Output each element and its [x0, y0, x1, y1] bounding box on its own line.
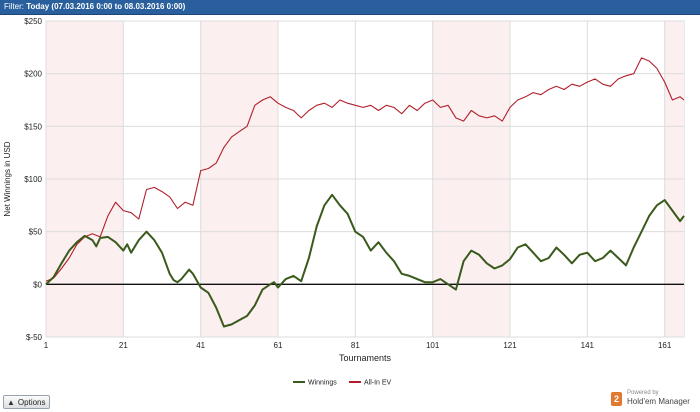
- y-axis-title: Net Winnings in USD: [3, 141, 12, 216]
- series-layer: [45, 57, 685, 328]
- filter-value: Today (07.03.2016 0:00 to 08.03.2016 0:0…: [26, 2, 186, 11]
- x-axis-title: Tournaments: [339, 353, 392, 363]
- options-label: Options: [17, 398, 46, 407]
- filter-label: Filter:: [4, 2, 24, 11]
- brand-badge: 2: [611, 392, 622, 406]
- legend-label-allin-ev: All-In EV: [364, 380, 392, 387]
- legend: Winnings All-In EV: [293, 380, 392, 387]
- x-tick-label-6: 121: [503, 341, 517, 350]
- x-tick-label-5: 101: [426, 341, 440, 350]
- x-tick-label-1: 21: [119, 341, 128, 350]
- y-tick-label-3: $100: [24, 175, 42, 184]
- y-tick-label-1: $0: [33, 280, 42, 289]
- winnings-chart: 1 21 41 61 81 101 121 141 161 $-50$0$50$100$150$…: [3, 17, 685, 387]
- x-tick-label-3: 61: [274, 341, 283, 350]
- x-tick-labels: 1 21 41 61 81 101 121 141 161: [44, 341, 672, 350]
- series-line-winnings: [45, 193, 685, 328]
- y-tick-label-5: $200: [24, 70, 42, 79]
- legend-label-winnings: Winnings: [308, 380, 337, 387]
- x-tick-label-0: 1: [44, 341, 49, 350]
- chevron-up-icon: ▲: [7, 398, 15, 407]
- grid-lines: [45, 20, 684, 338]
- series-line-allin-ev: [45, 57, 685, 282]
- filter-bar: Filter: Today (07.03.2016 0:00 to 08.03.…: [0, 0, 700, 15]
- brand-powered-text: Powered by: [627, 390, 659, 396]
- y-tick-label-2: $50: [29, 228, 43, 237]
- y-tick-label-6: $250: [24, 17, 42, 26]
- y-tick-label-0: $-50: [26, 333, 43, 342]
- y-tick-labels: $-50 $0 $50 $100 $150 $200 $250: [24, 17, 42, 342]
- x-tick-label-4: 81: [351, 341, 360, 350]
- x-tick-label-7: 141: [581, 341, 595, 350]
- brand-name: Hold'em Manager: [627, 397, 690, 406]
- x-tick-label-8: 161: [658, 341, 672, 350]
- options-button[interactable]: ▲ Options: [3, 395, 50, 409]
- brand-logo: 2 Powered by Hold'em Manager: [611, 389, 700, 409]
- y-tick-label-4: $150: [24, 122, 42, 131]
- x-tick-label-2: 41: [196, 341, 205, 350]
